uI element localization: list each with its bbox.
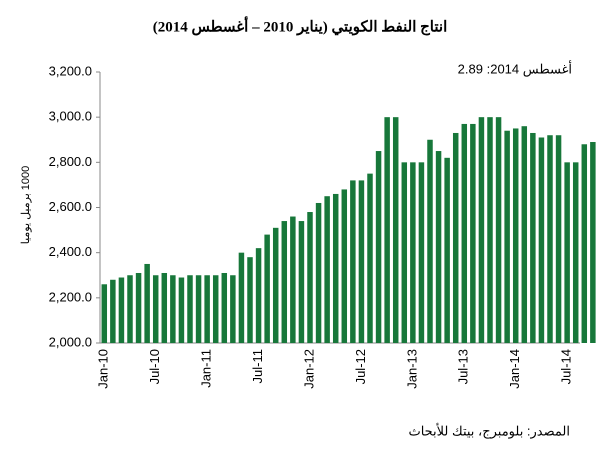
bar <box>495 117 502 344</box>
source: المصدر: بلومبرج، بيتك للأبحاث <box>408 422 570 439</box>
bar <box>204 275 210 343</box>
bar <box>307 212 313 343</box>
bar <box>187 275 193 343</box>
bar <box>435 151 442 343</box>
y-tick-label: 3,000.0 <box>49 109 92 124</box>
bar <box>290 216 296 343</box>
bar <box>418 162 425 343</box>
x-tick-label: Jan-10 <box>96 349 111 389</box>
bar <box>384 117 390 344</box>
x-tick-label: Jan-11 <box>199 349 214 388</box>
bar <box>264 234 270 343</box>
y-tick-label: 2,400.0 <box>49 244 92 259</box>
bar <box>272 227 279 343</box>
x-tick-label: Jul-10 <box>147 349 162 384</box>
bar <box>504 130 510 343</box>
bar <box>367 173 373 343</box>
bar <box>444 157 450 343</box>
bar <box>427 139 433 343</box>
bar <box>212 275 219 343</box>
bar <box>461 123 468 343</box>
bar <box>315 202 322 343</box>
bar <box>555 135 562 343</box>
bar <box>135 272 142 343</box>
bar <box>118 277 125 343</box>
bar <box>564 162 570 343</box>
bar <box>281 221 288 343</box>
bar <box>341 189 348 343</box>
bar <box>350 180 356 343</box>
bar <box>512 128 519 343</box>
bar <box>332 193 339 343</box>
x-tick-label: Jul-11 <box>250 349 265 383</box>
bar <box>478 117 485 344</box>
bar <box>487 117 493 344</box>
bar <box>590 142 596 343</box>
bar <box>530 132 536 343</box>
y-axis-label: 1000 برميل يوميا <box>20 166 32 245</box>
y-tick-label: 2,800.0 <box>49 154 92 169</box>
bar <box>127 275 133 343</box>
bar <box>230 275 236 343</box>
bar <box>358 180 365 343</box>
bar <box>195 275 202 343</box>
bar <box>324 196 330 343</box>
bar <box>110 279 116 343</box>
bar <box>170 275 176 343</box>
bar <box>178 277 185 343</box>
chart-title: انتاج النفط الكويتي (يناير 2010 – أغسطس … <box>153 15 447 36</box>
bar <box>470 123 476 343</box>
x-tick-label: Jul-14 <box>559 349 574 384</box>
bar <box>392 117 399 344</box>
bar <box>298 221 305 343</box>
bar <box>375 151 382 343</box>
bar <box>581 144 588 343</box>
bar <box>152 275 159 343</box>
bar <box>410 162 416 343</box>
bar <box>247 257 253 343</box>
bar <box>521 126 528 343</box>
x-tick-label: Jan-14 <box>507 349 522 389</box>
bar <box>101 284 108 343</box>
x-tick-label: Jan-12 <box>301 349 316 389</box>
x-tick-label: Jul-13 <box>456 349 471 384</box>
bar <box>547 135 553 343</box>
x-tick-label: Jan-13 <box>404 349 419 389</box>
bar <box>572 162 579 343</box>
bar <box>401 162 408 343</box>
bar <box>238 252 245 343</box>
x-tick-label: Jul-12 <box>353 349 368 384</box>
bar <box>161 272 168 343</box>
bar <box>255 248 262 343</box>
y-tick-label: 3,200.0 <box>49 63 92 78</box>
bar <box>144 263 150 343</box>
bar <box>538 137 545 343</box>
y-tick-label: 2,000.0 <box>49 334 92 349</box>
y-tick-label: 2,600.0 <box>49 199 92 214</box>
bar <box>452 132 459 343</box>
annotation: أغسطس 2014: 2.89 <box>458 60 572 77</box>
bar <box>221 272 228 343</box>
y-tick-label: 2,200.0 <box>49 289 92 304</box>
